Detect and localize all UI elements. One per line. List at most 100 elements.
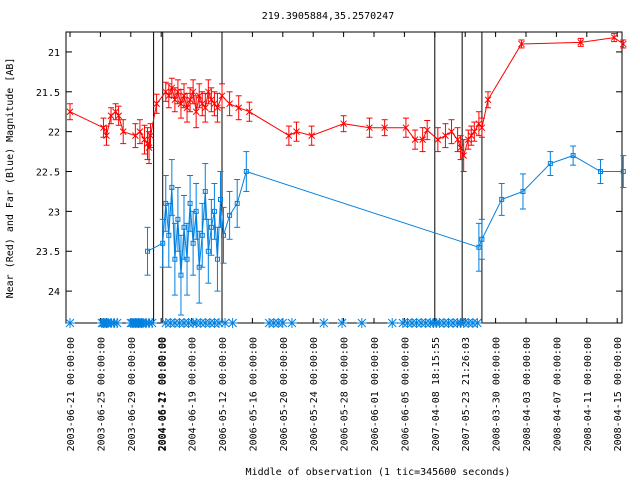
series-0-point bbox=[235, 104, 243, 112]
series-0-point bbox=[141, 136, 148, 143]
series-0-point bbox=[226, 100, 233, 108]
series-1-point bbox=[169, 184, 175, 190]
x-tick-label: 2007-04-08 18:15:55 bbox=[431, 337, 442, 451]
series-0-point bbox=[153, 100, 160, 108]
observation-mark bbox=[387, 318, 398, 328]
series-1-point bbox=[217, 196, 223, 202]
series-1-point bbox=[243, 169, 249, 175]
x-axis-label: Middle of observation (1 tic=345600 seco… bbox=[246, 467, 511, 478]
series-1-point bbox=[181, 224, 187, 230]
series-1-point bbox=[620, 169, 626, 175]
series-1-point bbox=[205, 248, 211, 254]
series-0-point bbox=[183, 104, 191, 112]
series-1-point bbox=[479, 236, 485, 242]
series-0-point bbox=[168, 84, 176, 92]
series-0-point bbox=[470, 128, 478, 136]
series-1-point bbox=[202, 188, 208, 194]
series-1-point bbox=[520, 188, 526, 194]
series-1-point bbox=[211, 208, 217, 214]
observation-mark bbox=[337, 318, 348, 328]
series-1-point bbox=[221, 232, 227, 238]
series-0-point bbox=[214, 104, 221, 112]
series-1-point bbox=[199, 232, 205, 238]
series-1-point bbox=[160, 240, 166, 246]
observation-mark bbox=[472, 318, 483, 328]
series-1-point bbox=[214, 256, 220, 262]
x-tick-label: 2008-03-30 00:00:00 bbox=[492, 337, 503, 451]
series-1-point bbox=[187, 200, 193, 206]
series-0-point bbox=[293, 128, 300, 136]
observation-mark bbox=[356, 318, 367, 328]
series-0-point bbox=[610, 34, 618, 41]
series-0-point bbox=[518, 40, 525, 48]
chart-title: 219.3905884,35.2570247 bbox=[262, 11, 394, 22]
plot-frame bbox=[65, 31, 623, 324]
series-1-point bbox=[476, 244, 482, 250]
series-0-point bbox=[457, 144, 464, 151]
series-0-point bbox=[147, 132, 154, 139]
series-1-point bbox=[190, 240, 196, 246]
y-tick-label: 23.5 bbox=[36, 247, 60, 258]
series-0-point bbox=[448, 128, 455, 136]
series-0-point bbox=[460, 152, 468, 159]
series-1-point bbox=[172, 256, 178, 262]
x-tick-label: 2008-04-07 00:00:00 bbox=[552, 337, 563, 451]
x-tick-label-overlap: 2004-06-17 00:00:00 bbox=[158, 337, 169, 451]
series-1-point bbox=[227, 212, 233, 218]
observation-mark bbox=[227, 318, 238, 328]
series-1-point bbox=[145, 248, 151, 254]
series-0-point bbox=[478, 124, 486, 132]
series-0-point bbox=[423, 126, 431, 134]
series-1-point bbox=[166, 232, 172, 238]
series-0-point bbox=[198, 100, 206, 108]
series-0-point bbox=[119, 128, 127, 136]
series-0-point bbox=[66, 108, 74, 116]
series-0-point bbox=[464, 136, 472, 143]
x-tick-label: 2008-04-15 00:00:00 bbox=[613, 337, 624, 451]
x-tick-label: 2003-06-29 00:00:00 bbox=[127, 337, 138, 451]
series-0-point bbox=[171, 96, 179, 104]
plot-area: 21 21.5 22 22.5 23 23.5 24 2003-06-21 00:00:00 2… bbox=[36, 31, 627, 451]
x-tick-label: 2003-06-25 00:00:00 bbox=[96, 337, 107, 451]
observation-mark bbox=[277, 318, 288, 328]
series-0-point bbox=[177, 100, 185, 108]
x-tick-label: 2004-06-21 00:00:00 bbox=[157, 337, 168, 451]
series-0-point bbox=[112, 108, 119, 116]
y-tick-label: 22 bbox=[48, 128, 60, 139]
series-0-point bbox=[136, 128, 144, 136]
series-0-point bbox=[475, 120, 483, 128]
series-0-point bbox=[402, 124, 410, 132]
series-0-point bbox=[218, 92, 226, 100]
series-0-point bbox=[204, 88, 212, 96]
observation-mark bbox=[147, 318, 158, 328]
observation-mark bbox=[65, 318, 75, 328]
series-0-point bbox=[419, 136, 426, 143]
series-0-point bbox=[619, 40, 627, 48]
series-0-point bbox=[186, 96, 194, 104]
x-tick-label: 2006-06-05 00:00:00 bbox=[400, 337, 411, 451]
observation-mark bbox=[286, 318, 297, 328]
series-0-point bbox=[484, 96, 492, 104]
y-axis-label: Near (Red) and Far (Blue) Magnitude [AB] bbox=[5, 58, 16, 299]
observation-mark bbox=[318, 318, 329, 328]
series-1-point bbox=[208, 224, 214, 230]
y-tick-label: 21 bbox=[48, 48, 60, 59]
series-0-point bbox=[246, 108, 253, 116]
x-tick-label: 2007-05-23 21:26:03 bbox=[461, 337, 472, 451]
series-0-point bbox=[115, 112, 122, 120]
x-tick-label: 2008-04-11 00:00:00 bbox=[583, 337, 594, 451]
series-0-point bbox=[308, 132, 316, 139]
series-0-point bbox=[285, 132, 293, 139]
series-0-point bbox=[340, 120, 347, 128]
series-0-point bbox=[189, 88, 197, 96]
series-1-point bbox=[597, 169, 603, 175]
x-tick-label: 2006-05-20 00:00:00 bbox=[279, 337, 290, 451]
x-tick-label: 2006-05-24 00:00:00 bbox=[309, 337, 320, 451]
y-tick-label: 23 bbox=[48, 207, 60, 218]
observation-mark bbox=[112, 318, 123, 328]
series-1-point bbox=[234, 200, 240, 206]
series-0-point bbox=[201, 104, 209, 112]
series-0-point bbox=[192, 108, 200, 116]
x-tick-label: 2006-05-16 00:00:00 bbox=[248, 337, 259, 451]
series-1-point bbox=[570, 153, 576, 159]
